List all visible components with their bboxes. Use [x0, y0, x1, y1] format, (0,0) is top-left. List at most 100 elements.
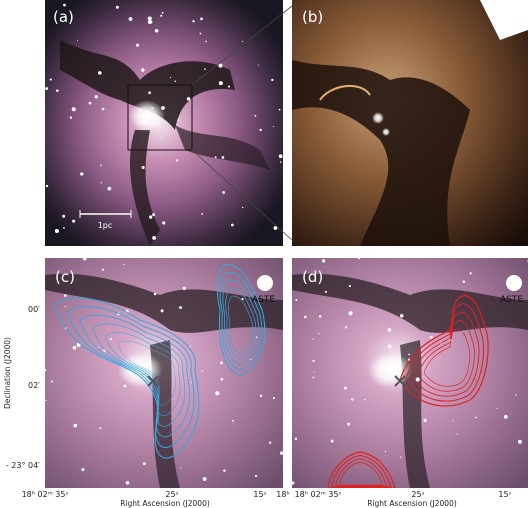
star [50, 79, 52, 81]
star [258, 65, 259, 66]
star [89, 102, 92, 105]
star [45, 87, 48, 90]
star [349, 285, 351, 287]
star [423, 419, 426, 422]
star [83, 257, 87, 261]
star [331, 440, 334, 443]
star [295, 438, 297, 440]
star [63, 227, 65, 229]
star [70, 116, 72, 118]
star [279, 109, 281, 111]
star [162, 12, 164, 14]
star [365, 399, 366, 400]
star [250, 359, 251, 360]
star [475, 417, 477, 419]
star [351, 398, 353, 400]
star [400, 314, 404, 318]
star [72, 107, 76, 111]
star [291, 482, 294, 485]
star [200, 18, 203, 21]
panel-label: (a) [53, 8, 74, 26]
star [183, 287, 186, 290]
star [203, 477, 207, 481]
star [101, 182, 102, 183]
star [45, 400, 46, 401]
star [102, 108, 105, 111]
star [142, 121, 145, 124]
panel-d: (d) ASTE [291, 257, 528, 488]
star [313, 371, 314, 372]
star [318, 333, 319, 334]
star [242, 41, 243, 42]
star [142, 166, 145, 169]
x-tick-label: 15ˢ [498, 490, 511, 499]
star [80, 172, 83, 175]
star [77, 40, 78, 41]
star [497, 408, 498, 409]
star [273, 397, 275, 399]
star [232, 420, 234, 422]
star [178, 119, 180, 121]
x-axis-label: Right Ascension (J2000) [367, 499, 457, 508]
star [228, 85, 230, 87]
star [242, 207, 243, 208]
panel-label: (c) [55, 268, 75, 286]
figure: 1pc (a) (b) (c) ASTE (d) ASTE Declinatio… [0, 0, 528, 508]
star [152, 213, 155, 216]
x-tick-label: 25ˢ [411, 490, 424, 499]
star [190, 346, 191, 347]
star [55, 229, 59, 233]
star [463, 281, 465, 283]
star [56, 90, 58, 92]
star [312, 377, 314, 379]
beam-label: ASTE [500, 295, 523, 305]
star [215, 156, 217, 158]
star [126, 481, 130, 485]
star [99, 427, 101, 429]
star [470, 272, 472, 274]
star [255, 115, 257, 117]
star [221, 156, 224, 159]
star [72, 220, 75, 223]
star [123, 264, 124, 265]
star [110, 338, 112, 340]
star [98, 347, 99, 348]
star [161, 309, 164, 312]
y-tick-label: 02′ [28, 381, 40, 390]
star [430, 336, 433, 339]
star [504, 415, 508, 419]
star [202, 370, 203, 371]
star [205, 41, 207, 43]
star [273, 126, 274, 127]
star [136, 44, 139, 47]
star [344, 387, 347, 390]
star [148, 91, 151, 94]
star [295, 299, 297, 301]
star [416, 377, 420, 381]
star [304, 316, 307, 319]
star [143, 462, 146, 465]
star [73, 346, 77, 350]
star [280, 451, 283, 454]
x-tick-label: 18ʰ 02ᵐ 35ˢ [295, 490, 342, 499]
x-tick-label: 25ˢ [165, 490, 178, 499]
star [269, 441, 271, 443]
star [174, 81, 175, 82]
scale-bar-label: 1pc [98, 221, 113, 230]
star [151, 107, 153, 109]
star [218, 64, 222, 68]
star [408, 354, 410, 356]
star [347, 423, 350, 426]
star [63, 4, 66, 7]
x-tick-label: 18ʰ 02ᵐ 35ˢ [22, 490, 69, 499]
star [242, 298, 244, 300]
x-tick-label: 15ˢ [253, 490, 266, 499]
star [220, 362, 223, 365]
star [280, 161, 281, 162]
star [102, 269, 104, 271]
star [73, 424, 77, 428]
star [200, 33, 202, 35]
star [192, 20, 194, 22]
star [141, 68, 145, 72]
star [319, 315, 322, 318]
